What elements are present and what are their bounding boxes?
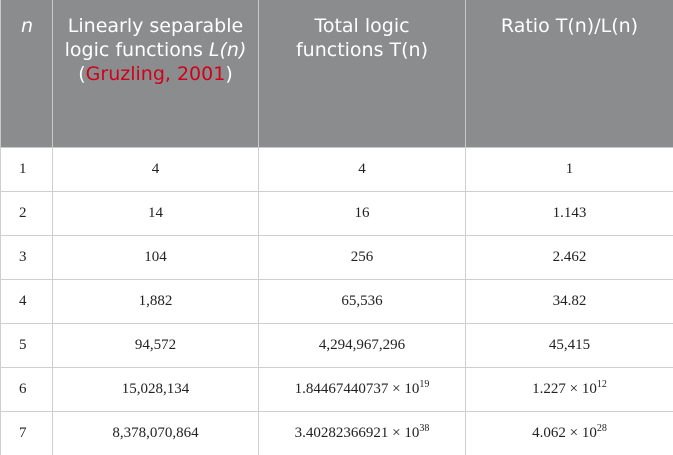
- table-cell: 1: [0, 146, 53, 192]
- header-text: n: [21, 15, 34, 37]
- cell-text: 4: [358, 160, 366, 177]
- cell-text: 5: [19, 336, 27, 353]
- cell-text: 65,536: [341, 292, 383, 309]
- cell-text: 1: [19, 160, 27, 177]
- table-cell: 16: [258, 190, 466, 236]
- cell-exponent: 28: [596, 422, 607, 434]
- header-text: ): [225, 63, 233, 85]
- cell-text: 45,415: [548, 336, 591, 353]
- header-text: (: [219, 39, 227, 61]
- table-cell: 65,536: [258, 278, 466, 324]
- header-cell: Ratio T(n)/L(n): [465, 0, 673, 148]
- cell-text: 4: [151, 160, 160, 177]
- table-cell: 7: [0, 410, 53, 455]
- cell-mantissa: 4.062 × 10: [532, 424, 597, 441]
- cell-text: 8,378,070,864: [112, 424, 199, 441]
- table-cell: 1: [465, 146, 673, 192]
- cell-text: 2: [19, 204, 27, 221]
- cell-exponent: 19: [419, 378, 430, 390]
- cell-text: 94,572: [134, 336, 177, 353]
- cell-text: 6: [19, 380, 27, 397]
- table-cell: 15,028,134: [52, 366, 259, 412]
- header-cell: Total logic functions T(n): [258, 0, 466, 148]
- table-cell: 1.143: [465, 190, 673, 236]
- cell-text: 7: [19, 424, 27, 441]
- table-cell: 4: [258, 146, 466, 192]
- table-cell: 2: [0, 190, 53, 236]
- header-text: ): [238, 39, 247, 61]
- cell-text: 4,294,967,296: [318, 336, 406, 353]
- header-cell: n: [0, 0, 53, 148]
- header-row: n Linearly separable logic functions L(n…: [0, 0, 673, 148]
- table-cell: 256: [258, 234, 466, 280]
- cell-exponent: 12: [596, 378, 607, 390]
- cell-mantissa: 1.227 × 10: [532, 380, 597, 397]
- cell-text: 104: [144, 248, 167, 265]
- header-text: L: [208, 39, 220, 61]
- cell-text: 2.462: [552, 248, 587, 265]
- cell-text: 34.82: [552, 292, 587, 309]
- cell-text: 16: [354, 204, 370, 221]
- cell-text: 14: [148, 204, 163, 221]
- table-cell: 3.40282366921 × 1038: [258, 410, 466, 455]
- cell-text: 1: [565, 160, 574, 177]
- cell-text: 256: [350, 248, 374, 265]
- table-cell: 94,572: [52, 322, 259, 368]
- table-cell: 4: [0, 278, 53, 324]
- cell-text: 15,028,134: [121, 380, 190, 397]
- table-cell: 6: [0, 366, 53, 412]
- table-cell: 2.462: [465, 234, 673, 280]
- header-text: n: [226, 39, 239, 61]
- cell-text: 3: [19, 248, 27, 265]
- table-cell: 3: [0, 234, 53, 280]
- table-row: 7 8,378,070,864 3.40282366921 × 1038 4.062 …: [0, 410, 673, 455]
- cell-text: 1,882: [138, 292, 173, 309]
- table-header: n Linearly separable logic functions L(n…: [0, 0, 673, 148]
- table-cell: 34.82: [465, 278, 673, 324]
- table-cell: 8,378,070,864: [52, 410, 259, 455]
- table-cell: 1.227 × 1012: [465, 366, 673, 412]
- table-row: 6 15,028,134 1.84467440737 × 1019 1.227 × 1…: [0, 366, 673, 412]
- table-cell: 1,882: [52, 278, 259, 324]
- header-text: Total logic functions T(n): [295, 15, 429, 61]
- table-cell: 45,415: [465, 322, 673, 368]
- table-cell: 104: [52, 234, 259, 280]
- cell-text: 1.143: [552, 204, 587, 221]
- citation-link[interactable]: Gruzling, 2001: [85, 63, 226, 85]
- cell-exponent: 38: [419, 422, 430, 434]
- table-row: 3 104 256 2.462: [0, 234, 673, 280]
- table-row: 4 1,882 65,536 34.82: [0, 278, 673, 324]
- header-text: Linearly separable logic functions: [64, 15, 244, 61]
- table-cell: 4: [52, 146, 259, 192]
- table-body: 1 4 4 1 2 14 16 1.143 3 104 256 2.462 4 1,882 65,536 34…: [0, 146, 673, 455]
- header-cell: Linearly separable logic functions L(n) …: [52, 0, 259, 148]
- header-text: Ratio T(n)/L(n): [500, 15, 639, 37]
- table-row: 2 14 16 1.143: [0, 190, 673, 236]
- cell-mantissa: 1.84467440737 × 10: [294, 380, 420, 397]
- table-cell: 1.84467440737 × 1019: [258, 366, 466, 412]
- table-cell: 4,294,967,296: [258, 322, 466, 368]
- cell-mantissa: 3.40282366921 × 10: [294, 424, 420, 441]
- cell-text: 4: [19, 292, 27, 309]
- header-text: (: [78, 63, 86, 85]
- table-cell: 5: [0, 322, 53, 368]
- table-cell: 4.062 × 1028: [465, 410, 673, 455]
- table-row: 5 94,572 4,294,967,296 45,415: [0, 322, 673, 368]
- table-row: 1 4 4 1: [0, 146, 673, 192]
- table-cell: 14: [52, 190, 259, 236]
